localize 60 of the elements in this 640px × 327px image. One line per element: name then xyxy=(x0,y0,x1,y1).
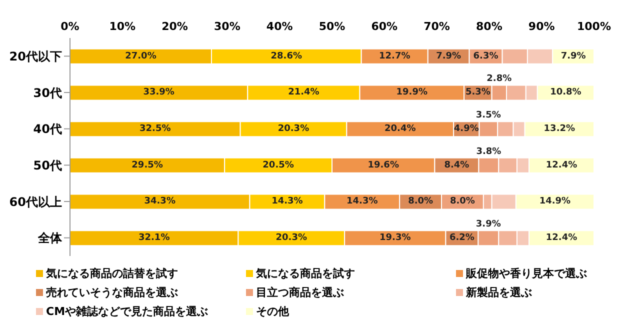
data-label: 8.0% xyxy=(408,196,434,207)
legend-label: 売れていそうな商品を選ぶ xyxy=(46,285,178,300)
y-tick-label: 全体 xyxy=(37,231,63,246)
legend-label: 気になる商品の詰替を試す xyxy=(46,266,178,281)
x-tick-label: 60% xyxy=(371,20,398,33)
data-label: 32.1% xyxy=(138,233,170,244)
data-label: 5.3% xyxy=(465,88,490,98)
x-tick-label: 100% xyxy=(577,20,611,33)
data-label: 28.6% xyxy=(270,51,302,62)
data-label: 14.3% xyxy=(272,196,303,207)
data-label: 20.5% xyxy=(262,160,294,170)
y-tick-label: 40代 xyxy=(33,122,62,136)
legend-label: その他 xyxy=(256,304,289,319)
y-tick-label: 20代以下 xyxy=(9,49,62,64)
x-tick-label: 90% xyxy=(528,20,555,33)
data-label: 14.3% xyxy=(346,196,378,207)
data-label: 32.5% xyxy=(140,124,171,134)
data-label: 20.4% xyxy=(384,124,416,134)
y-tick-label: 30代 xyxy=(33,86,62,100)
data-label: 19.3% xyxy=(380,233,411,244)
x-tick-label: 30% xyxy=(214,20,240,33)
data-label: 14.9% xyxy=(539,196,571,207)
data-label: 3.8% xyxy=(476,146,502,157)
data-label: 29.5% xyxy=(132,160,163,170)
legend-label: CMや雑誌などで見た商品を選ぶ xyxy=(46,304,208,319)
x-tick-label: 40% xyxy=(266,20,293,33)
data-label: 8.0% xyxy=(450,196,475,207)
legend-label: 気になる商品を試す xyxy=(256,266,355,281)
y-tick-label: 60代以上 xyxy=(9,194,62,209)
data-label: 10.8% xyxy=(550,88,582,98)
data-label: 12.4% xyxy=(546,160,578,170)
x-tick-label: 80% xyxy=(476,20,502,33)
legend-label: 新製品を選ぶ xyxy=(466,285,532,300)
x-tick-label: 0% xyxy=(60,20,80,33)
data-label: 34.3% xyxy=(144,196,176,207)
data-label: 2.8% xyxy=(486,74,512,84)
y-tick-label: 50代 xyxy=(33,158,62,172)
data-label: 7.9% xyxy=(436,51,462,62)
x-tick-label: 70% xyxy=(424,20,450,33)
data-label: 12.4% xyxy=(546,233,578,244)
data-label: 19.9% xyxy=(396,88,428,98)
legend-label: 販促物や香り見本で選ぶ xyxy=(466,266,587,281)
x-tick-label: 20% xyxy=(162,20,188,33)
data-label: 13.2% xyxy=(544,124,576,134)
data-label: 6.2% xyxy=(449,233,474,244)
data-label: 33.9% xyxy=(143,88,174,98)
data-label: 12.7% xyxy=(379,51,410,62)
data-label: 3.5% xyxy=(476,110,501,121)
data-label: 20.3% xyxy=(276,233,308,244)
data-label: 19.6% xyxy=(368,160,399,170)
data-label: 6.3% xyxy=(473,51,498,62)
legend-label: 目立つ商品を選ぶ xyxy=(256,285,344,300)
data-label: 20.3% xyxy=(278,124,310,134)
data-label: 3.9% xyxy=(476,220,501,230)
data-label: 21.4% xyxy=(288,88,320,98)
data-label: 7.9% xyxy=(560,51,586,62)
x-tick-label: 10% xyxy=(109,20,136,33)
x-tick-label: 50% xyxy=(318,20,346,33)
data-label: 8.4% xyxy=(444,160,470,170)
data-label: 27.0% xyxy=(125,51,156,62)
